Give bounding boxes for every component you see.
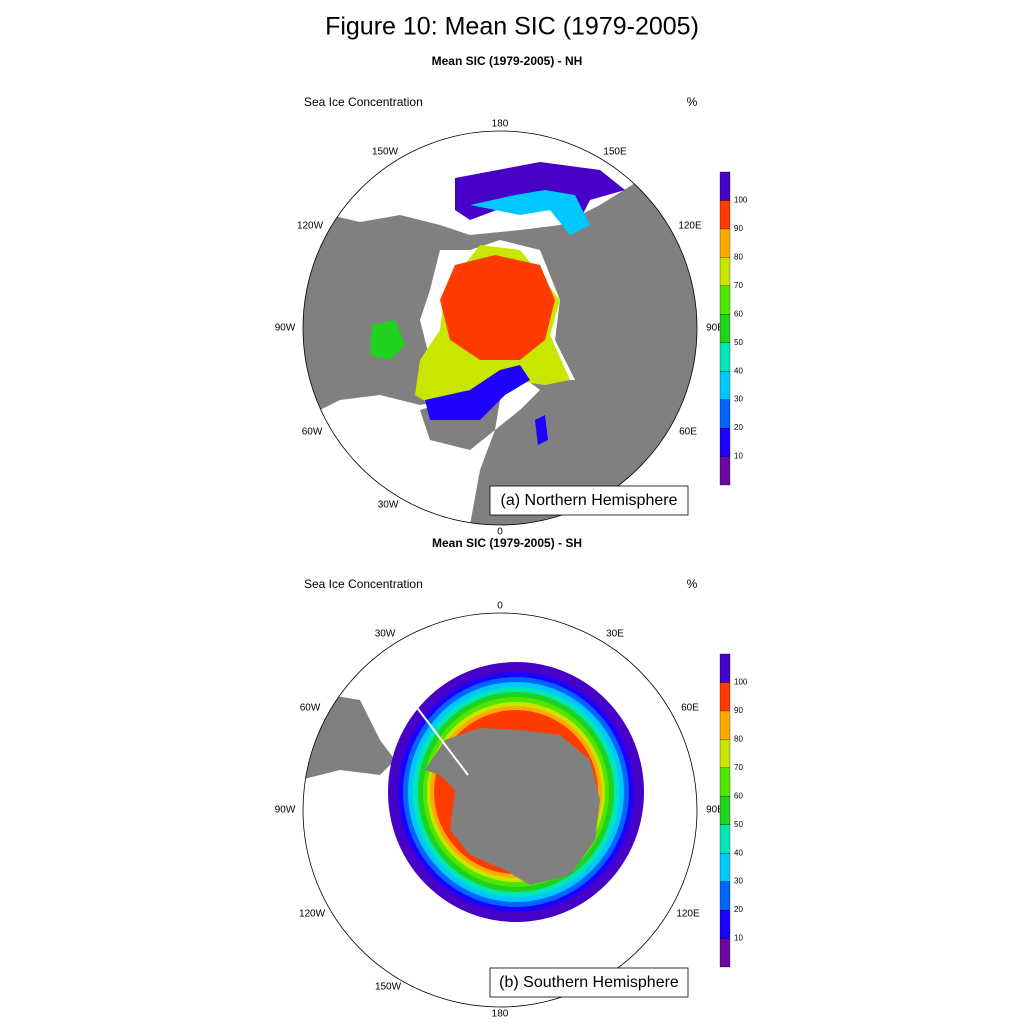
meridian-gap	[414, 704, 469, 776]
longitude-label: 120E	[678, 221, 702, 232]
colorbar-label: 90	[734, 706, 743, 715]
longitude-label: 150E	[603, 147, 627, 158]
longitude-label: 120W	[299, 909, 326, 920]
colorbar-box	[719, 427, 731, 457]
colorbar-box	[719, 200, 731, 230]
colorbar-box	[719, 767, 731, 797]
sea-ice	[425, 365, 530, 420]
colorbar-label: 100	[734, 196, 748, 205]
panel-label: (b) Southern Hemisphere	[499, 974, 679, 991]
longitude-label: 90W	[275, 323, 296, 334]
colorbar-box	[719, 342, 731, 372]
sea-ice	[440, 255, 555, 360]
colorbar-box	[719, 881, 731, 911]
colorbar-box	[719, 399, 731, 429]
colorbar-box	[719, 824, 731, 854]
longitude-label: 180	[492, 1009, 509, 1020]
colorbar-label: 50	[734, 338, 743, 347]
panel-subtitle: Mean SIC (1979-2005) - SH	[432, 536, 582, 550]
longitude-label: 30W	[375, 629, 396, 640]
panel-label-box	[489, 485, 689, 516]
colorbar-box	[719, 228, 731, 258]
colorbar-label: 100	[734, 678, 748, 687]
sh-map	[303, 662, 644, 922]
sea-ice	[470, 190, 590, 235]
colorbar-label: 80	[734, 252, 743, 261]
colorbar-box	[719, 257, 731, 286]
longitude-label: 60W	[302, 427, 323, 438]
longitude-label: 0	[497, 601, 503, 612]
colorbar-box	[719, 938, 731, 968]
longitude-label: 180	[492, 119, 509, 130]
colorbar-box	[719, 285, 731, 315]
longitude-label: 90W	[275, 805, 296, 816]
colorbar-label: 40	[734, 366, 743, 375]
colorbar-box	[719, 739, 731, 768]
variable-label: Sea Ice Concentration	[304, 577, 423, 591]
colorbar-label: 30	[734, 877, 743, 886]
longitude-label: 150W	[372, 147, 399, 158]
longitude-label: 30E	[606, 629, 624, 640]
colorbar-box	[719, 710, 731, 740]
colorbar-label: 10	[734, 452, 743, 461]
colorbar-box	[719, 796, 731, 825]
colorbar-box	[719, 314, 731, 343]
colorbar-label: 20	[734, 423, 743, 432]
colorbar-box	[719, 682, 731, 712]
longitude-label: 150W	[375, 982, 402, 993]
panel-label: (a) Northern Hemisphere	[501, 492, 678, 509]
panel-label-box	[489, 967, 689, 998]
colorbar-label: 50	[734, 820, 743, 829]
colorbar-label: 20	[734, 905, 743, 914]
nh-map	[303, 131, 697, 525]
units-label: %	[687, 577, 698, 591]
sea-ice	[535, 415, 548, 445]
colorbar-box	[719, 653, 731, 683]
figure-title: Figure 10: Mean SIC (1979-2005)	[325, 13, 699, 41]
longitude-label: 60W	[300, 703, 321, 714]
longitude-label: 120E	[676, 909, 700, 920]
colorbar-label: 70	[734, 763, 743, 772]
longitude-label: 30W	[378, 500, 399, 511]
longitude-label: 60E	[681, 703, 699, 714]
map-frame	[302, 130, 698, 526]
colorbar-box	[719, 909, 731, 939]
colorbar-label: 80	[734, 734, 743, 743]
land	[425, 728, 600, 885]
longitude-label: 120W	[297, 221, 324, 232]
sea-ice	[370, 320, 405, 360]
colorbar-box	[719, 371, 731, 400]
colorbar-box	[719, 456, 731, 486]
colorbar-box	[719, 853, 731, 882]
longitude-label: 0	[497, 527, 503, 538]
colorbar-label: 60	[734, 309, 743, 318]
map-frame	[302, 612, 698, 1008]
longitude-label: 60E	[679, 427, 697, 438]
colorbar-label: 60	[734, 791, 743, 800]
longitude-label: 90E	[706, 805, 724, 816]
longitude-label: 90E	[706, 323, 724, 334]
panel-subtitle: Mean SIC (1979-2005) - NH	[432, 54, 583, 68]
variable-label: Sea Ice Concentration	[304, 95, 423, 109]
colorbar-box	[719, 171, 731, 201]
colorbar-label: 90	[734, 224, 743, 233]
colorbar-label: 10	[734, 934, 743, 943]
colorbar-label: 40	[734, 848, 743, 857]
units-label: %	[687, 95, 698, 109]
colorbar-label: 30	[734, 395, 743, 404]
colorbar-label: 70	[734, 281, 743, 290]
